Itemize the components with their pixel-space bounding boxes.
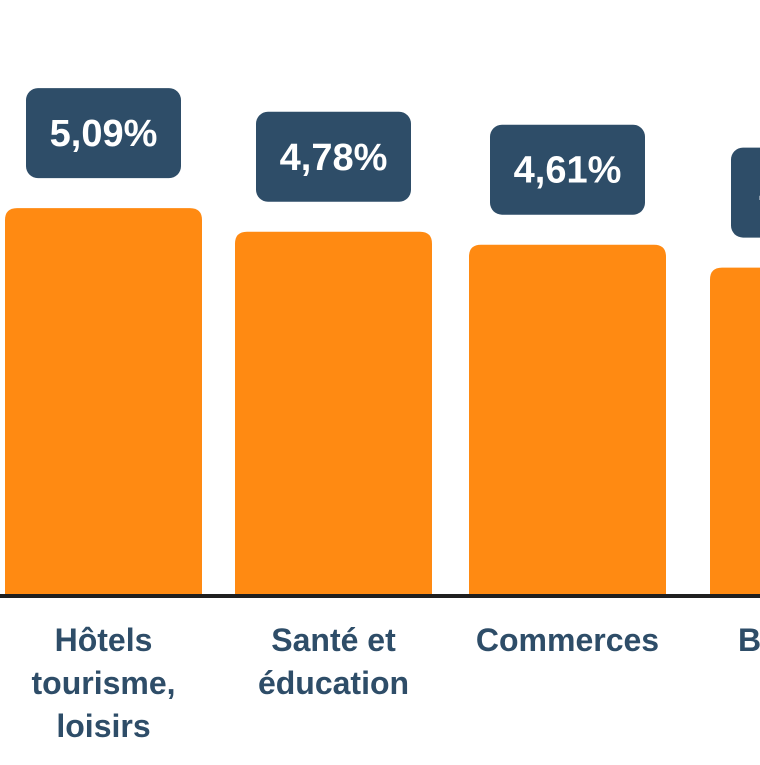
category-label-line: Commerces: [476, 622, 659, 658]
category-label-1: Hôtels tourisme, loisirs: [31, 622, 175, 744]
bar-2: [235, 231, 432, 596]
data-label-1: 5,09%: [26, 88, 181, 179]
category-label-line: B: [738, 622, 760, 658]
bar-4: [710, 267, 760, 596]
category-label-line: Santé et: [271, 622, 396, 658]
data-label-text: 4,78%: [280, 137, 388, 179]
category-label-line: éducation: [258, 665, 409, 701]
bars-layer: [5, 208, 760, 596]
data-label-text: 4,61%: [514, 150, 622, 192]
bar-3: [469, 244, 666, 596]
data-label-3: 4,61%: [490, 124, 645, 215]
category-label-line: tourisme,: [31, 665, 175, 701]
data-label-box: [490, 124, 645, 215]
data-label-text: 5,09%: [50, 113, 158, 155]
category-label-3: Commerces: [476, 622, 659, 658]
data-label-box: [256, 111, 411, 202]
category-label-line: Hôtels: [55, 622, 153, 658]
category-label-line: loisirs: [56, 708, 150, 744]
data-label-2: 4,78%: [256, 111, 411, 202]
data-label-box: [26, 88, 181, 179]
data-label-box: [731, 147, 760, 238]
bar-1: [5, 208, 202, 596]
data-label-4: 4: [731, 147, 760, 238]
category-labels-layer: Hôtels tourisme, loisirs Santé et éducation C…: [31, 622, 760, 744]
data-labels-layer: 5,09% 4,78% 4,61% 4: [26, 88, 760, 238]
category-label-2: Santé et éducation: [258, 622, 409, 701]
category-label-4: B: [738, 622, 760, 658]
